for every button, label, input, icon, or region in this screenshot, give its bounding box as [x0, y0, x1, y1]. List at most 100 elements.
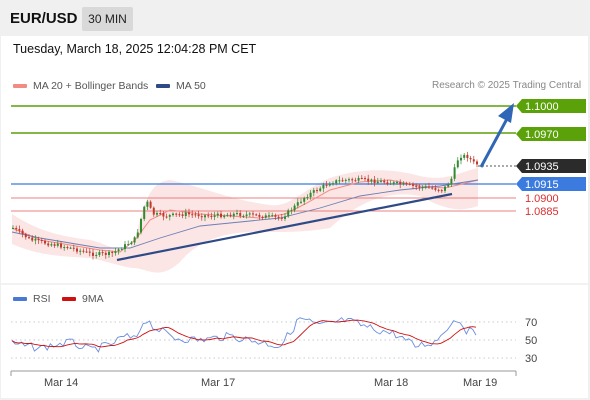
candle-body	[319, 188, 322, 191]
candle-body	[181, 214, 184, 216]
candle-body	[18, 229, 21, 231]
candle-body	[44, 240, 46, 244]
candle-body	[444, 186, 446, 191]
candle-body	[290, 210, 293, 212]
rsi-label-50: 50	[525, 335, 537, 347]
price-tag-current-text: 1.0935	[525, 161, 559, 173]
candle-body	[47, 243, 50, 246]
9ma-swatch-icon	[62, 297, 76, 302]
research-credit: Research © 2025 Trading Central	[432, 80, 582, 91]
legend-9ma: 9MA	[62, 293, 104, 305]
price-tag-1097: 1.0970	[516, 127, 586, 141]
candle-body	[56, 243, 59, 246]
candle-body	[440, 190, 443, 192]
candle-body	[200, 216, 203, 218]
candle-body	[469, 158, 472, 160]
candle-body	[130, 242, 133, 245]
candle-body	[296, 202, 299, 206]
candle-body	[460, 157, 462, 161]
candle-body	[357, 178, 360, 181]
candle-body	[226, 214, 229, 216]
candle-body	[376, 181, 379, 184]
price-tag-10915-text: 1.0915	[525, 179, 559, 191]
candle-body	[463, 154, 466, 158]
price-tag-10915: 1.0915	[516, 177, 586, 191]
candle-body	[312, 190, 315, 193]
candle-body	[82, 250, 85, 252]
candle-body	[476, 161, 478, 165]
bollinger-band-area	[12, 168, 478, 273]
candle-body	[111, 252, 114, 254]
candle-body	[335, 180, 338, 184]
candle-body	[383, 180, 386, 183]
candle-body	[293, 205, 296, 211]
candle-body	[236, 213, 238, 215]
candle-body	[466, 154, 469, 159]
candle-body	[207, 215, 210, 217]
price-tag-1100: 1.1000	[516, 99, 586, 113]
candle-body	[31, 237, 34, 241]
candle-body	[140, 218, 142, 233]
candle-body	[149, 201, 152, 208]
candle-body	[104, 252, 107, 255]
candle-body	[143, 206, 146, 219]
legend-ma20: MA 20 + Bollinger Bands	[13, 80, 148, 92]
candle-body	[124, 244, 126, 250]
candle-body	[66, 247, 69, 249]
candle-body	[152, 207, 155, 215]
x-tick-mar14: Mar 14	[44, 377, 78, 389]
candle-body	[261, 216, 264, 218]
timeframe-button[interactable]: 30 MIN	[82, 7, 133, 31]
chart-header: EUR/USD 30 MIN	[0, 0, 590, 36]
candle-body	[220, 213, 222, 218]
candle-body	[274, 215, 277, 217]
candle-body	[92, 252, 94, 256]
candle-body	[184, 212, 187, 216]
rsi-label-70: 70	[525, 317, 537, 329]
candle-body	[396, 181, 398, 183]
candle-body	[188, 212, 190, 215]
candle-body	[284, 216, 286, 219]
candle-body	[21, 230, 24, 235]
candle-body	[245, 214, 248, 216]
candle-body	[194, 214, 197, 216]
rsi-line	[11, 317, 477, 353]
candlesticks	[12, 151, 478, 260]
price-tag-1100-text: 1.1000	[525, 101, 559, 113]
candle-body	[271, 215, 274, 217]
candle-body	[120, 249, 123, 251]
candle-body	[348, 179, 350, 181]
ma50-line	[11, 179, 479, 249]
candle-body	[232, 213, 235, 217]
candle-body	[95, 254, 98, 256]
candle-body	[277, 216, 280, 218]
candle-body	[101, 252, 104, 254]
candle-body	[213, 215, 216, 217]
rsi-9ma-line	[11, 319, 477, 348]
forecast-arrowhead-icon	[498, 103, 514, 123]
candle-body	[178, 214, 181, 216]
candle-body	[412, 184, 414, 186]
trend-line	[116, 192, 453, 262]
candle-body	[162, 213, 165, 217]
candle-body	[300, 201, 302, 203]
legend-rsi: RSI	[13, 293, 51, 305]
candle-body	[399, 181, 402, 185]
price-label-1090: 1.0900	[525, 193, 559, 205]
candle-body	[37, 239, 40, 241]
candle-body	[63, 247, 66, 249]
candle-body	[242, 215, 245, 217]
candle-body	[418, 186, 421, 188]
candle-body	[146, 201, 149, 207]
forecast-arrow-line	[479, 116, 510, 168]
candle-body	[450, 178, 453, 185]
candle-body	[50, 244, 53, 246]
candle-body	[280, 217, 283, 219]
rsi-label-30: 30	[525, 353, 537, 365]
candle-body	[453, 167, 456, 179]
candle-body	[344, 179, 347, 181]
candle-body	[338, 180, 341, 182]
candle-body	[328, 184, 331, 186]
candle-body	[332, 183, 334, 185]
legend-ma50: MA 50	[156, 80, 206, 92]
